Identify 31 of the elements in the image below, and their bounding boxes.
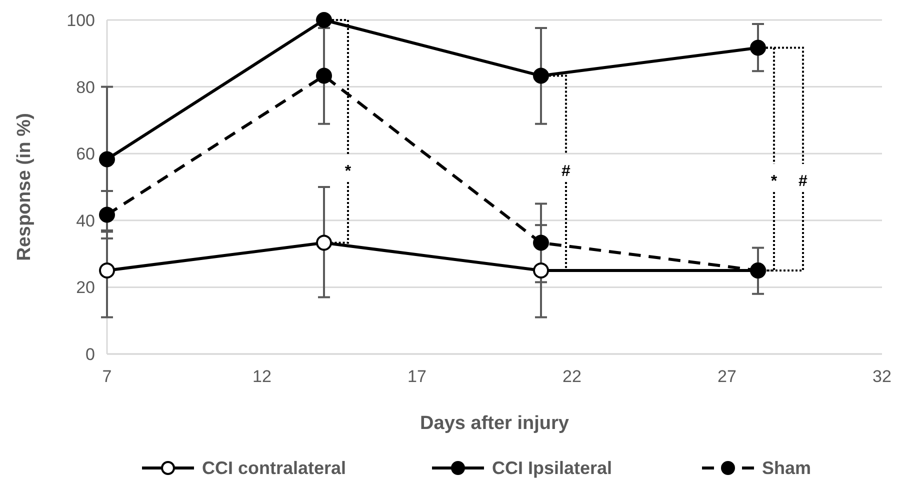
annotation: # bbox=[798, 173, 808, 190]
y-tick-label: 20 bbox=[76, 278, 95, 298]
x-tick-label: 22 bbox=[562, 367, 582, 386]
annotation: * bbox=[770, 173, 778, 190]
x-axis-title: Days after injury bbox=[420, 413, 570, 434]
point bbox=[99, 262, 115, 278]
legend-label: Sham bbox=[762, 458, 812, 478]
y-tick-label: 80 bbox=[76, 78, 95, 97]
y-tick-label: 40 bbox=[76, 211, 95, 230]
y-tick-label: 100 bbox=[66, 11, 95, 30]
point bbox=[316, 68, 332, 84]
y-tick-label: 0 bbox=[86, 345, 95, 364]
point bbox=[750, 40, 766, 56]
point bbox=[533, 234, 549, 251]
x-tick-label: 7 bbox=[102, 367, 112, 386]
x-tick-label: 32 bbox=[872, 367, 892, 386]
legend-label: CCI Ipsilateral bbox=[492, 458, 612, 478]
y-tick-label: 60 bbox=[76, 144, 95, 164]
legend-label: CCI contralateral bbox=[202, 458, 346, 478]
annotation: # bbox=[562, 163, 571, 180]
annotation: * bbox=[344, 163, 352, 180]
x-tick-label: 27 bbox=[718, 367, 736, 386]
x-tick-label: 17 bbox=[408, 367, 426, 386]
point bbox=[316, 234, 332, 251]
y-axis-title: Response (in %) bbox=[14, 113, 35, 261]
point bbox=[99, 151, 115, 168]
point bbox=[99, 206, 115, 223]
point bbox=[533, 262, 549, 278]
x-tick-label: 12 bbox=[252, 367, 272, 386]
point bbox=[533, 68, 549, 84]
point bbox=[316, 12, 332, 28]
